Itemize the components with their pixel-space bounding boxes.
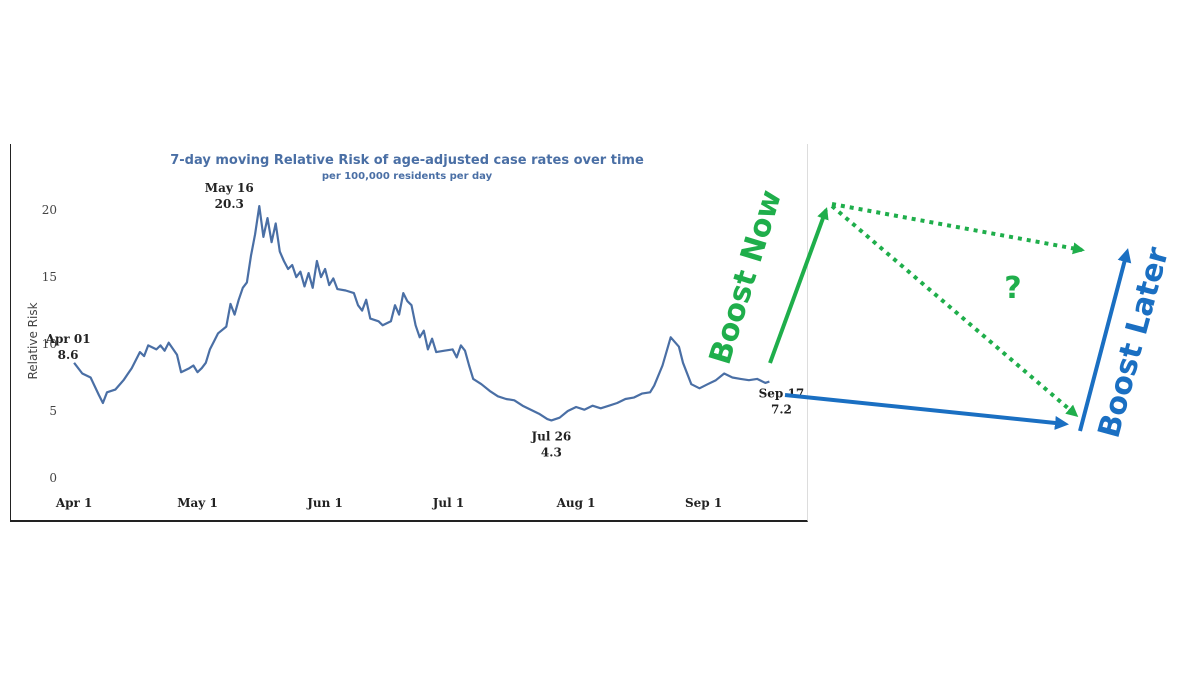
y-tick-label: 20 xyxy=(42,203,57,217)
dotted-arrow-right xyxy=(831,202,1085,255)
dotted-arrow-down xyxy=(830,204,1079,417)
annotation-date: Jul 26 xyxy=(530,429,571,443)
boost-later-vertical-arrow xyxy=(1078,248,1132,432)
x-tick-label: Apr 1 xyxy=(55,496,93,510)
y-tick-label: 10 xyxy=(42,337,57,351)
annotation-value: 8.6 xyxy=(58,348,79,362)
y-tick-label: 0 xyxy=(49,471,57,485)
annotation-value: 20.3 xyxy=(215,197,244,211)
x-axis-ticks: Apr 1 May 1 Jun 1 Jul 1 Aug 1 Sep 1 xyxy=(55,496,722,510)
annotation-layer: Apr 01 8.6 May 16 20.3 Jul 26 4.3 Sep 17 7.2 xyxy=(45,181,805,459)
annotation-value: 7.2 xyxy=(771,403,792,417)
x-tick-label: Jul 1 xyxy=(432,496,465,510)
x-tick-label: Sep 1 xyxy=(685,496,722,510)
annotation-date: Sep 17 xyxy=(759,387,805,401)
x-tick-label: Aug 1 xyxy=(556,496,596,510)
y-axis-label: Relative Risk xyxy=(26,302,40,379)
annotation-value: 4.3 xyxy=(541,445,562,459)
question-mark: ? xyxy=(1004,271,1021,306)
y-tick-label: 15 xyxy=(42,270,57,284)
chart-subtitle: per 100,000 residents per day xyxy=(322,171,493,182)
series-line xyxy=(73,205,770,422)
y-tick-label: 5 xyxy=(49,404,57,418)
boost-now-arrow xyxy=(768,207,829,364)
annotation-date: May 16 xyxy=(205,181,254,195)
series-layer xyxy=(73,205,770,422)
chart-title: 7-day moving Relative Risk of age-adjust… xyxy=(170,153,644,168)
x-tick-label: May 1 xyxy=(177,496,218,510)
boost-later-horizontal-arrow xyxy=(784,393,1069,430)
y-axis-ticks: 0 5 10 15 20 xyxy=(42,203,57,485)
chart-frame xyxy=(10,144,808,522)
annotation-date: Apr 01 xyxy=(45,332,91,346)
x-tick-label: Jun 1 xyxy=(306,496,343,510)
